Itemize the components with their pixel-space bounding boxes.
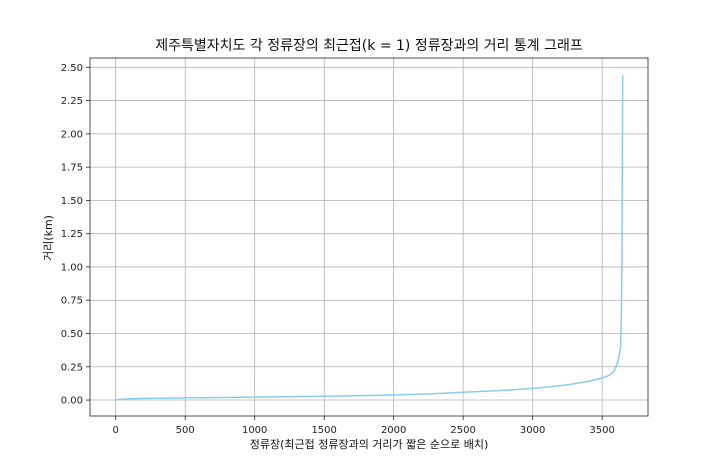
- y-tick-label: 1.25: [61, 229, 83, 240]
- y-tick-label: 0.75: [61, 296, 83, 307]
- x-tick-label: 500: [176, 425, 195, 436]
- y-axis: 0.00 0.25 0.50 0.75 1.00 1.25 1.50 1.75 2.00 2.25…: [61, 63, 90, 407]
- grid: [90, 58, 648, 416]
- series-line: [115, 75, 624, 401]
- x-axis-label: 정류장(최근접 정류장과의 거리가 짧은 순으로 배치): [250, 437, 489, 451]
- y-tick-label: 2.00: [61, 129, 83, 140]
- chart-title: 제주특별자치도 각 정류장의 최근접(k = 1) 정류장과의 거리 통계 그래…: [155, 38, 583, 54]
- x-tick-label: 2500: [450, 425, 475, 436]
- x-axis: 0 500 1000 1500 2000 2500 3000 3500: [113, 416, 615, 436]
- y-tick-label: 0.00: [61, 396, 83, 407]
- x-tick-label: 1500: [311, 425, 336, 436]
- plot-frame: [89, 57, 649, 417]
- y-tick-label: 1.75: [61, 163, 83, 174]
- x-tick-label: 2000: [381, 425, 406, 436]
- x-tick-label: 0: [113, 425, 119, 436]
- x-tick-label: 3500: [589, 425, 614, 436]
- y-tick-label: 2.25: [61, 96, 83, 107]
- series-group: [115, 75, 624, 401]
- x-tick-label: 1000: [242, 425, 267, 436]
- y-tick-label: 1.50: [61, 196, 83, 207]
- y-axis-label: 거리(km): [42, 215, 55, 261]
- y-tick-label: 0.25: [61, 362, 83, 373]
- y-tick-label: 1.00: [61, 262, 83, 273]
- y-tick-label: 2.50: [61, 63, 83, 74]
- x-tick-label: 3000: [520, 425, 545, 436]
- y-tick-label: 0.50: [61, 329, 83, 340]
